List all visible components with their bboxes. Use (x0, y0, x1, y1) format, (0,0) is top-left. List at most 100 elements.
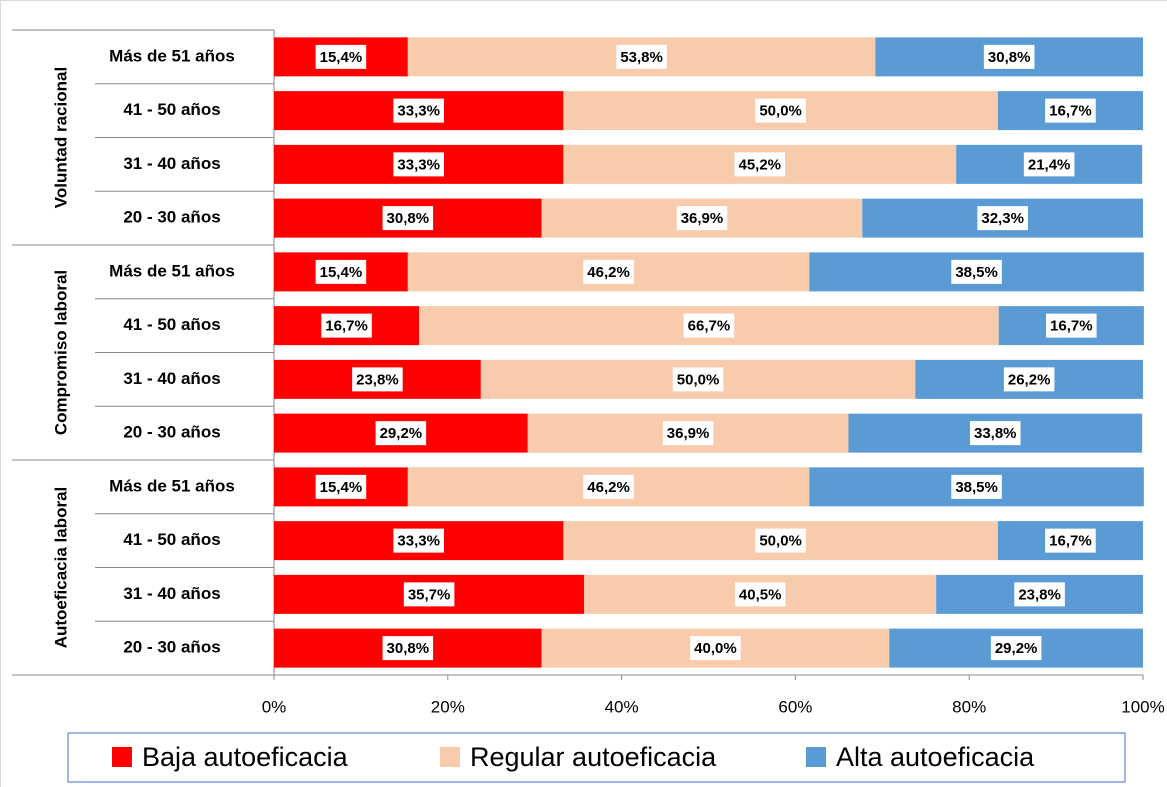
data-label-text: 40,0% (694, 640, 737, 657)
data-label-text: 45,2% (738, 156, 781, 173)
group-label: Autoeficacia laboral (51, 487, 70, 649)
data-label: 15,4% (315, 44, 367, 69)
data-label: 36,9% (662, 421, 714, 446)
data-label-text: 30,8% (387, 210, 430, 227)
row-label: Más de 51 años (109, 476, 235, 495)
data-label-bg (583, 259, 634, 284)
row-label: Más de 51 años (109, 261, 235, 280)
data-label-text: 35,7% (408, 586, 451, 603)
row-label: 41 - 50 años (123, 100, 220, 119)
data-label-bg (755, 528, 806, 553)
x-tick-label: 40% (605, 697, 639, 716)
data-label-bg (315, 44, 367, 69)
data-label: 50,0% (672, 367, 724, 392)
data-label-bg (403, 582, 455, 607)
data-label-bg (1046, 313, 1097, 338)
data-label-text: 33,3% (397, 533, 440, 550)
data-label-bg (1014, 582, 1065, 607)
data-label-bg (321, 313, 372, 338)
data-label-text: 38,5% (955, 479, 998, 496)
data-label-bg (951, 474, 1002, 499)
data-label-text: 66,7% (688, 318, 731, 335)
x-tick-label: 0% (262, 697, 287, 716)
data-label-text: 32,3% (981, 210, 1024, 227)
data-label: 36,9% (676, 206, 728, 231)
data-label: 30,8% (382, 636, 434, 661)
legend-label: Baja autoeficacia (142, 742, 349, 772)
data-label: 23,8% (352, 367, 403, 392)
data-label-bg (734, 152, 786, 177)
data-label-bg (977, 206, 1028, 231)
data-label: 21,4% (1023, 152, 1075, 177)
data-label: 26,2% (1003, 367, 1055, 392)
data-label-text: 29,2% (995, 640, 1038, 657)
group-label: Voluntad racional (51, 67, 70, 208)
data-label-bg (662, 421, 714, 446)
data-label-text: 30,8% (387, 640, 430, 657)
data-label-text: 16,7% (1050, 318, 1093, 335)
data-label-text: 46,2% (587, 479, 630, 496)
data-label-text: 21,4% (1028, 156, 1071, 173)
row-label: 41 - 50 años (123, 530, 220, 549)
data-label-text: 33,3% (397, 103, 440, 120)
data-label-bg (676, 206, 728, 231)
data-label-bg (990, 636, 1042, 661)
data-label: 38,5% (951, 474, 1002, 499)
data-label-bg (690, 636, 741, 661)
data-label: 15,4% (315, 259, 367, 284)
data-label-bg (1023, 152, 1075, 177)
data-label-text: 36,9% (681, 210, 724, 227)
data-label-text: 50,0% (677, 371, 720, 388)
data-label-text: 26,2% (1008, 371, 1051, 388)
data-label: 46,2% (583, 474, 634, 499)
data-label-bg (583, 474, 634, 499)
data-label: 50,0% (755, 98, 806, 123)
data-label: 50,0% (755, 528, 806, 553)
data-label: 23,8% (1014, 582, 1065, 607)
data-label-bg (352, 367, 403, 392)
data-label: 33,3% (393, 528, 444, 553)
data-label-text: 15,4% (320, 479, 363, 496)
legend-label: Regular autoeficacia (470, 742, 717, 772)
x-tick-label: 100% (1121, 697, 1164, 716)
data-label-bg (683, 313, 735, 338)
legend-box (67, 732, 1126, 783)
data-label-text: 30,8% (988, 49, 1031, 66)
legend-swatch (112, 747, 132, 767)
x-tick-label: 60% (778, 697, 812, 716)
row-label: 20 - 30 años (123, 208, 220, 227)
data-label-text: 15,4% (320, 49, 363, 66)
data-label-text: 50,0% (759, 103, 802, 120)
data-label-text: 33,8% (974, 425, 1017, 442)
data-label: 16,7% (321, 313, 372, 338)
data-label: 29,2% (990, 636, 1042, 661)
data-label-text: 15,4% (320, 264, 363, 281)
data-label: 33,3% (393, 152, 444, 177)
data-label-text: 38,5% (955, 264, 998, 281)
group-label: Compromiso laboral (51, 270, 70, 435)
data-label-bg (382, 636, 434, 661)
data-label-bg (393, 98, 444, 123)
data-label-bg (382, 206, 434, 231)
data-label-bg (1045, 528, 1096, 553)
data-label: 32,3% (977, 206, 1028, 231)
data-label-bg (1045, 98, 1096, 123)
data-label-text: 29,2% (380, 425, 423, 442)
data-label-bg (393, 528, 444, 553)
data-label-text: 16,7% (1049, 533, 1092, 550)
data-label: 40,5% (734, 582, 786, 607)
row-label: 20 - 30 años (123, 638, 220, 657)
data-label-bg (616, 44, 667, 69)
x-tick-label: 80% (952, 697, 986, 716)
data-label-bg (375, 421, 427, 446)
legend-label: Alta autoeficacia (836, 742, 1035, 772)
data-label: 40,0% (690, 636, 741, 661)
data-label-text: 16,7% (325, 318, 368, 335)
row-label: Más de 51 años (109, 46, 235, 65)
data-label-bg (672, 367, 724, 392)
data-label-text: 50,0% (759, 533, 802, 550)
data-label: 30,8% (983, 44, 1035, 69)
data-label-text: 46,2% (587, 264, 630, 281)
